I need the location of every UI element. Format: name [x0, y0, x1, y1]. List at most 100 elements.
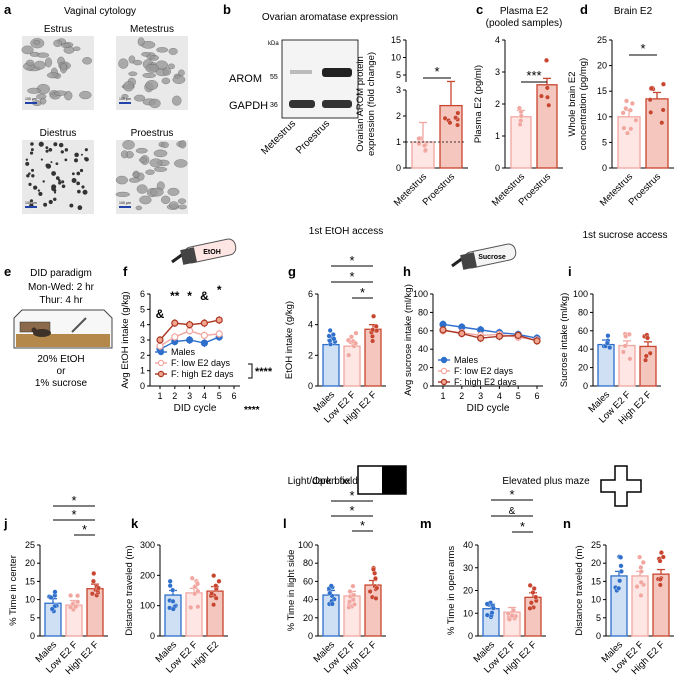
data-point — [638, 592, 644, 598]
data-point — [659, 120, 665, 126]
cell-shape — [168, 201, 179, 209]
panel-letter-e: e — [4, 264, 11, 279]
cell-shape — [133, 59, 143, 66]
data-point — [531, 586, 537, 591]
data-point — [489, 610, 495, 616]
cell-shape — [172, 95, 182, 106]
y-tick-label: 100 — [298, 540, 313, 550]
y-tick-label: 1 — [495, 131, 500, 141]
y-tick-label: 0 — [495, 163, 500, 173]
data-point — [618, 554, 624, 560]
cell-dot — [53, 191, 57, 194]
data-point — [350, 583, 356, 589]
label-diestrus: Diestrus — [40, 128, 77, 139]
y-tick-label: 20 — [591, 558, 601, 568]
cell-shape — [156, 47, 169, 53]
cell-shape — [25, 59, 35, 66]
cell-dot — [58, 181, 62, 185]
y-tick-label: 100 — [573, 289, 588, 299]
data-point — [75, 599, 81, 605]
y-tick-label: 60 — [303, 576, 313, 586]
y-axis-label: concentration (pg/mg) — [578, 58, 589, 150]
sig-annotation: & — [156, 307, 165, 321]
data-point — [209, 591, 215, 596]
scale-bar-label: 100 µm — [119, 201, 131, 205]
data-point — [455, 110, 461, 116]
data-point — [188, 605, 194, 610]
sig-star: * — [520, 519, 525, 534]
data-point — [527, 582, 533, 588]
data-point — [618, 563, 624, 569]
y-tick-label: 0 — [602, 163, 607, 173]
data-point — [528, 600, 534, 606]
did-line3: 20% EtOH — [37, 354, 84, 365]
data-point — [353, 340, 359, 346]
data-point — [75, 593, 81, 599]
data-point — [544, 57, 549, 63]
y-tick-label: 6 — [140, 289, 145, 299]
x-tick-label: 6 — [534, 391, 539, 401]
data-point — [347, 589, 353, 594]
y-tick-label: 20 — [597, 61, 607, 71]
cell-shape — [128, 71, 138, 77]
data-point — [604, 340, 610, 346]
data-point — [660, 554, 666, 560]
data-point — [346, 604, 352, 610]
cell-dot — [25, 158, 29, 161]
y-tick-label: 100 — [413, 289, 428, 299]
panel-a-title: Vaginal cytology — [64, 6, 136, 17]
y-tick-label: 20 — [463, 586, 473, 596]
y-tick-label: 0 — [30, 631, 35, 641]
y-axis-label: Ovarian AROM protein — [355, 56, 366, 152]
data-point — [657, 582, 663, 588]
series-point — [156, 336, 164, 344]
cell-dot — [30, 142, 34, 146]
x-tick-label: 3 — [187, 391, 192, 401]
y-tick-label: 80 — [578, 307, 588, 317]
data-point — [638, 579, 644, 585]
cell-shape — [61, 42, 71, 49]
data-point — [422, 143, 427, 149]
legend-label: Males — [171, 347, 196, 357]
cell-dot — [74, 158, 78, 163]
data-point — [369, 333, 375, 339]
sig-annotation: * — [217, 283, 222, 297]
y-tick-label: 25 — [597, 35, 607, 45]
panel-letter-a: a — [4, 2, 12, 17]
gapdh-band-metestrus — [289, 100, 315, 108]
data-point — [490, 605, 496, 611]
data-point — [623, 333, 629, 339]
sig-star: * — [349, 269, 354, 284]
sig-star: * — [640, 41, 645, 56]
cell-dot — [51, 171, 57, 176]
cell-shape — [135, 205, 143, 211]
y-tick-label: 25 — [591, 540, 601, 550]
y-tick-label: 0 — [140, 381, 145, 391]
series-point — [514, 331, 522, 339]
cell-shape — [150, 187, 164, 197]
y-tick-label: 40 — [578, 344, 588, 354]
etoh-bottle-label: EtOH — [203, 249, 221, 256]
cell-shape — [174, 159, 188, 168]
cell-dot — [29, 151, 33, 155]
series-point — [215, 330, 223, 338]
legend-label: Males — [454, 355, 479, 365]
label-metestrus: Metestrus — [130, 24, 174, 35]
x-tick-label: 2 — [459, 391, 464, 401]
x-axis-sig: **** — [244, 405, 260, 416]
y-tick-label: 0 — [150, 631, 155, 641]
cell-shape — [161, 141, 169, 149]
y-tick-label: 1 — [140, 366, 145, 376]
legend-label: F: high E2 days — [171, 369, 234, 379]
cell-dot — [53, 142, 58, 147]
cell-shape — [79, 90, 92, 100]
dark-compartment-icon — [382, 466, 406, 494]
series-point — [200, 331, 208, 339]
cell-shape — [72, 46, 81, 51]
cage-bedding — [16, 334, 110, 347]
sucrose-bottle-icon: Sucrose — [451, 243, 517, 270]
data-point — [192, 591, 198, 597]
micrographs: 100 µm 100 µm 100 µm 100 µm — [21, 36, 188, 214]
